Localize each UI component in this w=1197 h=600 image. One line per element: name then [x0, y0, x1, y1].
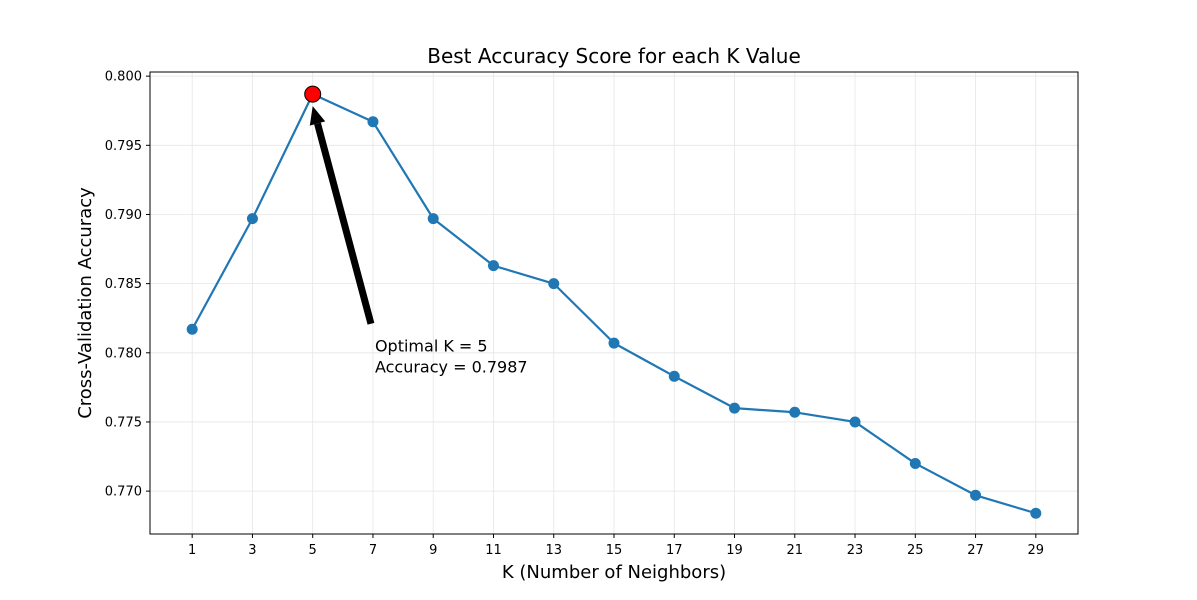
data-point: [427, 213, 439, 225]
series-group: [186, 85, 1042, 519]
y-tick-label: 0.800: [105, 70, 142, 85]
x-tick-label: 9: [429, 543, 437, 558]
x-tick-label: 5: [309, 543, 317, 558]
data-point: [849, 416, 861, 428]
data-point: [548, 278, 560, 290]
x-axis-label: K (Number of Neighbors): [502, 562, 726, 583]
data-point: [970, 489, 982, 501]
data-point: [367, 116, 379, 128]
annotation-line-1: Optimal K = 5: [375, 337, 488, 356]
annotation-arrow-shaft: [314, 122, 375, 325]
grid: [150, 72, 1078, 534]
y-tick-label: 0.795: [105, 139, 142, 154]
data-point: [789, 406, 801, 418]
y-tick-label: 0.770: [105, 485, 142, 500]
annotation-arrow-head: [309, 106, 326, 126]
data-point: [608, 337, 620, 349]
x-tick-label: 21: [787, 543, 804, 558]
x-tick-label: 13: [545, 543, 562, 558]
x-tick-label: 11: [485, 543, 502, 558]
data-point: [487, 260, 499, 272]
x-tick-label: 25: [907, 543, 924, 558]
x-tick-label: 7: [369, 543, 377, 558]
x-tick-label: 23: [847, 543, 864, 558]
x-tick-label: 3: [248, 543, 256, 558]
y-tick-label: 0.785: [105, 277, 142, 292]
annotation-line-2: Accuracy = 0.7987: [375, 358, 528, 377]
y-tick-label: 0.775: [105, 415, 142, 430]
data-point: [909, 457, 921, 469]
x-tick-label: 17: [666, 543, 683, 558]
x-axis: 1 3 5 7 9 11 13 15 17 19 21 23 25 27 29: [188, 534, 1044, 558]
y-axis-label: Cross-Validation Accuracy: [75, 187, 96, 419]
best-point-marker: [304, 85, 322, 103]
x-tick-label: 29: [1028, 543, 1045, 558]
x-tick-label: 15: [606, 543, 623, 558]
chart-title: Best Accuracy Score for each K Value: [427, 44, 801, 68]
y-axis: 0.770 0.775 0.780 0.785 0.790 0.795 0.800: [105, 70, 150, 500]
data-point: [1030, 507, 1042, 519]
data-point: [668, 370, 680, 382]
annotation: [309, 106, 375, 325]
x-tick-label: 19: [726, 543, 743, 558]
y-tick-label: 0.780: [105, 346, 142, 361]
data-point: [246, 213, 258, 225]
data-point: [729, 402, 741, 414]
data-point: [186, 323, 198, 335]
x-tick-label: 27: [967, 543, 984, 558]
y-tick-label: 0.790: [105, 208, 142, 223]
x-tick-label: 1: [188, 543, 196, 558]
